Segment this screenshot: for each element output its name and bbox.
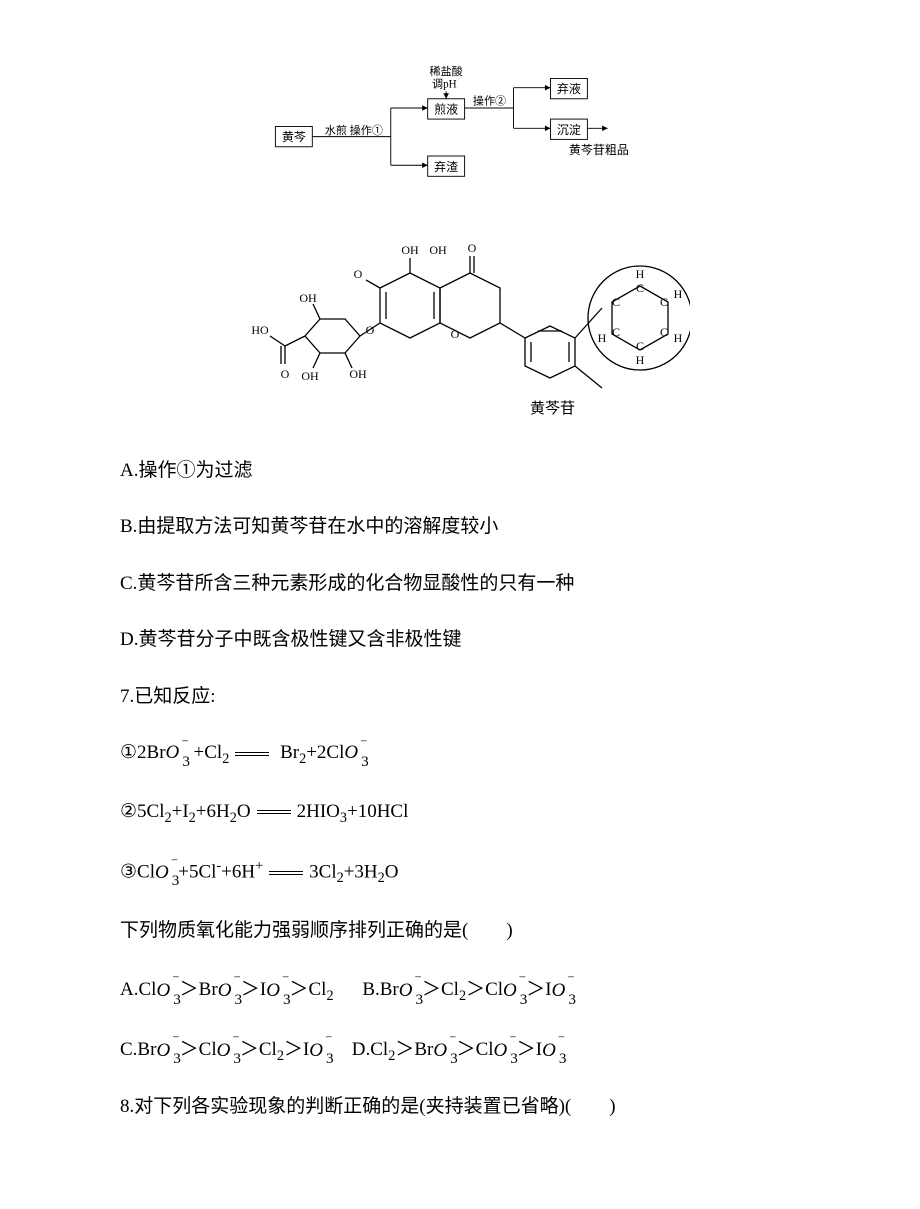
- structure-caption: 黄芩苷: [530, 400, 575, 417]
- q6-option-d: D.黄芩苷分子中既含极性键又含非极性键: [120, 625, 800, 655]
- svg-text:O: O: [468, 241, 477, 255]
- svg-text:C: C: [660, 325, 668, 339]
- q7-option-d: D.Cl2＞BrO−3 ＞ClO−3 ＞IO−3: [352, 1032, 556, 1070]
- q6-option-c: C.黄芩苷所含三种元素形成的化合物显酸性的只有一种: [120, 569, 800, 599]
- q6-option-b: B.由提取方法可知黄芩苷在水中的溶解度较小: [120, 512, 800, 542]
- q7-options-row2: C.BrO−3 ＞ClO−3 ＞Cl2＞IO−3 D.Cl2＞BrO−3 ＞Cl…: [120, 1032, 800, 1070]
- svg-text:OH: OH: [299, 291, 317, 305]
- edge-label-1: 水煎 操作①: [325, 123, 383, 137]
- node-huangqin: 黄芩: [282, 130, 306, 144]
- svg-text:C: C: [612, 295, 620, 309]
- node-qizha: 弃渣: [434, 159, 458, 174]
- label-tiaoph: 调pH: [432, 78, 457, 91]
- q7-eq1: ①2BrO−3 +Cl2 Br2+2ClO−3: [120, 738, 800, 771]
- structure-figure: O OH OH O O O OH OH OH HO O H H H H H C …: [120, 208, 800, 428]
- svg-text:O: O: [354, 267, 363, 281]
- svg-text:C: C: [612, 325, 620, 339]
- svg-text:H: H: [636, 353, 645, 367]
- node-jianye: 煎液: [434, 102, 458, 117]
- svg-text:C: C: [660, 295, 668, 309]
- q7-options-row1: A.ClO−3 ＞BrO−3 ＞IO−3 ＞Cl2 B.BrO−3 ＞Cl2＞C…: [120, 972, 800, 1010]
- svg-text:HO: HO: [251, 323, 269, 337]
- long-equals-icon: [257, 810, 291, 814]
- svg-text:H: H: [674, 331, 683, 345]
- node-chendian: 沉淀: [557, 123, 581, 137]
- svg-text:H: H: [636, 267, 645, 281]
- q7-ask: 下列物质氧化能力强弱顺序排列正确的是( ): [120, 916, 800, 946]
- label-xiyansuan: 稀盐酸: [430, 64, 463, 78]
- q7-option-b: B.BrO−3 ＞Cl2＞ClO−3 ＞IO−3: [362, 972, 565, 1010]
- svg-text:H: H: [598, 331, 607, 345]
- long-equals-icon: [235, 752, 269, 756]
- flowchart-svg: 黄芩 水煎 操作① 煎液 弃渣 稀盐酸 调pH: [250, 60, 670, 180]
- svg-text:H: H: [674, 287, 683, 301]
- long-equals-icon: [269, 871, 303, 875]
- svg-text:O: O: [366, 323, 375, 337]
- q7-eq3: ③ClO−3 +5Cl-+6H+3Cl2+3H2O: [120, 855, 800, 890]
- q8-stem: 8.对下列各实验现象的判断正确的是(夹持装置已省略)( ): [120, 1092, 800, 1122]
- q7-option-c: C.BrO−3 ＞ClO−3 ＞Cl2＞IO−3: [120, 1032, 323, 1070]
- svg-text:OH: OH: [349, 367, 367, 381]
- svg-text:OH: OH: [429, 243, 447, 257]
- svg-text:O: O: [281, 367, 290, 381]
- q7-option-a: A.ClO−3 ＞BrO−3 ＞IO−3 ＞Cl2: [120, 972, 334, 1010]
- node-qiye: 弃液: [557, 81, 581, 96]
- flowchart-figure: 黄芩 水煎 操作① 煎液 弃渣 稀盐酸 调pH: [120, 60, 800, 180]
- q6-option-a: A.操作①为过滤: [120, 456, 800, 486]
- q7-stem: 7.已知反应:: [120, 682, 800, 712]
- svg-text:O: O: [451, 327, 460, 341]
- q7-eq2: ②5Cl2+I2+6H2O2HIO3+10HCl: [120, 797, 800, 830]
- edge-label-2: 操作②: [473, 93, 506, 107]
- svg-text:C: C: [636, 339, 644, 353]
- svg-text:OH: OH: [301, 369, 319, 383]
- label-cupin: 黄芩苷粗品: [569, 143, 629, 157]
- svg-text:OH: OH: [401, 243, 419, 257]
- svg-text:C: C: [636, 281, 644, 295]
- structure-svg: O OH OH O O O OH OH OH HO O H H H H H C …: [230, 208, 690, 428]
